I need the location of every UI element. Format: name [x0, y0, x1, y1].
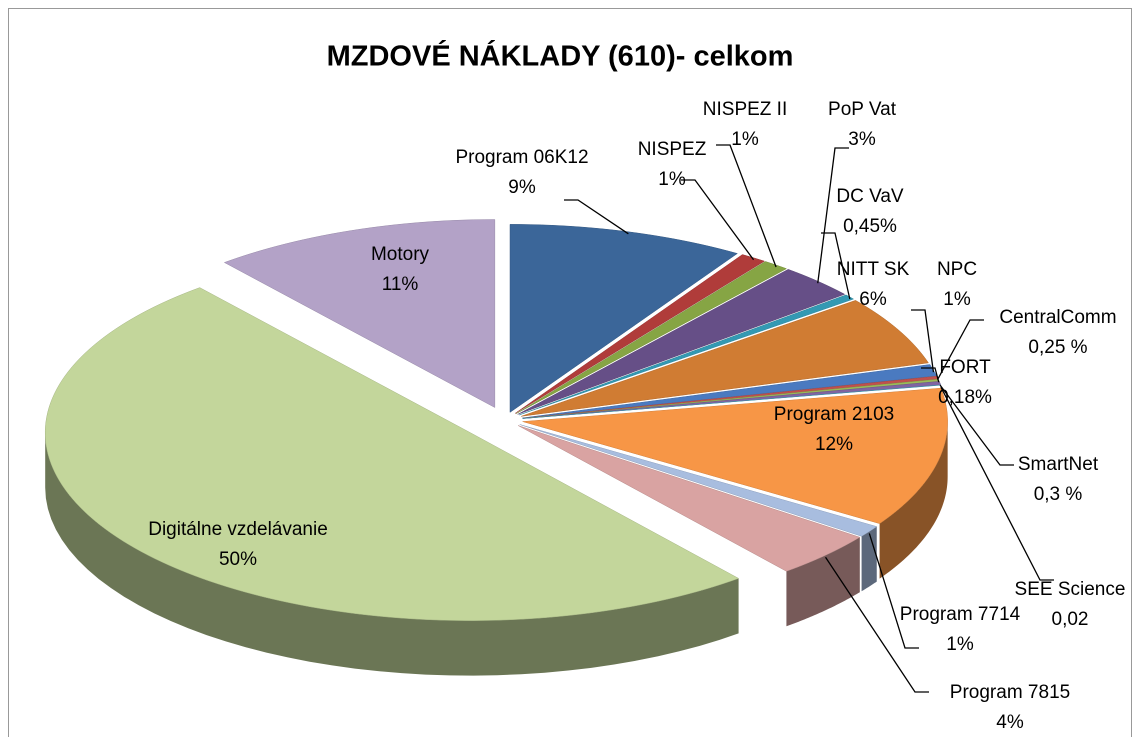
category-label: NITT SK	[837, 259, 910, 280]
value-label: 4%	[996, 712, 1024, 733]
category-label: NISPEZ II	[703, 99, 787, 120]
category-label: SmartNet	[1018, 454, 1099, 475]
value-label: 1%	[731, 129, 759, 150]
leader-line	[817, 147, 849, 284]
slice-side	[45, 432, 739, 676]
value-label: 0,18%	[938, 387, 992, 408]
category-label: Motory	[371, 244, 430, 265]
slice	[522, 384, 942, 419]
slice	[44, 287, 740, 621]
leader-line	[940, 386, 1054, 581]
value-label: 12%	[815, 434, 853, 455]
value-label: 1%	[658, 169, 686, 190]
leader-line	[821, 232, 851, 300]
value-label: 6%	[859, 289, 887, 310]
value-label: 50%	[219, 549, 257, 570]
slice	[520, 300, 929, 417]
slice-side	[786, 537, 860, 627]
category-label: FORT	[939, 357, 991, 378]
leader-line	[939, 384, 1014, 466]
leader-line	[911, 309, 935, 373]
category-label: Program 7815	[950, 682, 1070, 703]
slice-side	[879, 421, 948, 579]
category-label: CentralComm	[999, 307, 1116, 328]
slice	[517, 425, 861, 572]
category-label: NISPEZ	[638, 139, 707, 160]
value-label: 0,3 %	[1034, 484, 1083, 505]
category-label: SEE Science	[1015, 579, 1126, 600]
value-label: 9%	[508, 177, 536, 198]
value-label: 1%	[946, 634, 974, 655]
category-label: PoP Vat	[828, 99, 897, 120]
slice-side	[861, 526, 877, 592]
leader-line	[564, 199, 629, 235]
value-label: 3%	[848, 129, 876, 150]
slice	[522, 387, 948, 524]
value-label: 1%	[943, 289, 971, 310]
leader-line	[824, 556, 929, 693]
value-label: 0,02	[1052, 609, 1089, 630]
slice	[509, 224, 738, 413]
slice	[514, 254, 766, 414]
slice	[223, 219, 496, 408]
leader-line	[716, 144, 777, 268]
leader-line	[921, 367, 940, 383]
category-label: Program 7714	[900, 604, 1021, 625]
category-label: NPC	[937, 259, 977, 280]
category-label: Program 06K12	[455, 147, 588, 168]
chart-title: MZDOVÉ NÁKLADY (610)- celkom	[327, 39, 794, 73]
category-label: Digitálne vzdelávanie	[148, 519, 328, 540]
slice	[515, 261, 788, 414]
slice	[519, 424, 878, 537]
category-label: DC VaV	[836, 186, 904, 207]
leader-line	[868, 533, 919, 649]
value-label: 0,25 %	[1028, 337, 1087, 358]
value-label: 0,45%	[843, 216, 897, 237]
leader-line	[936, 319, 984, 380]
value-label: 11%	[382, 274, 419, 295]
leader-line	[681, 179, 755, 261]
category-label: Program 2103	[774, 404, 894, 425]
